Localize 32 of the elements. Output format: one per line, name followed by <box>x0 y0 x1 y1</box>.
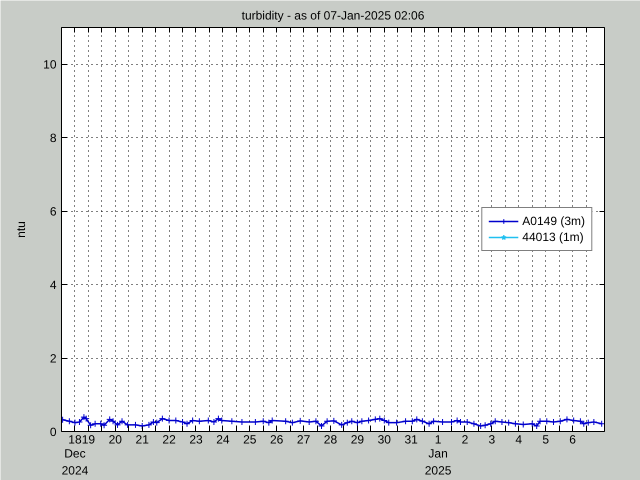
legend-label: 44013 (1m) <box>522 230 584 244</box>
x-tick-label: 30 <box>378 432 392 446</box>
x-tick-label: 6 <box>569 432 576 446</box>
y-tick-label: 6 <box>50 204 57 219</box>
x-tick-label: 23 <box>189 432 203 446</box>
x-tick-label: 5 <box>542 432 550 446</box>
x-tick-label: 18 <box>68 432 82 446</box>
chart-title: turbidity - as of 07-Jan-2025 02:06 <box>242 8 425 22</box>
x-tick-label: 27 <box>296 432 311 446</box>
x-tick-label: 4 <box>515 432 522 446</box>
y-axis-title: ntu <box>14 221 28 238</box>
y-tick-label: 0 <box>50 425 57 439</box>
x-tick-label: 1 <box>434 432 442 446</box>
x-tick-label: 24 <box>216 432 230 446</box>
x-tick-label: 26 <box>270 432 284 446</box>
legend-label: A0149 (3m) <box>522 214 585 228</box>
x-tick-label: 2 <box>462 432 469 446</box>
y-tick-label: 2 <box>50 352 57 366</box>
y-tick-label: 4 <box>50 278 57 292</box>
x-tick-label: 21 <box>136 432 150 446</box>
x-tick-label: 29 <box>350 432 364 446</box>
x-tick-label: 3 <box>488 432 496 446</box>
x-tick-label: 22 <box>162 432 176 446</box>
text: Jan 2025 <box>424 446 452 478</box>
x-tick-label: 20 <box>108 432 122 446</box>
x-tick-label: 31 <box>404 432 418 446</box>
x-tick-label: 25 <box>243 432 257 446</box>
y-tick-label: 8 <box>50 131 57 146</box>
x-tick-label: 19 <box>82 432 96 446</box>
text: Dec 2024 <box>62 446 89 478</box>
x-tick-label: 28 <box>324 432 338 446</box>
y-tick-label: 10 <box>43 58 57 72</box>
